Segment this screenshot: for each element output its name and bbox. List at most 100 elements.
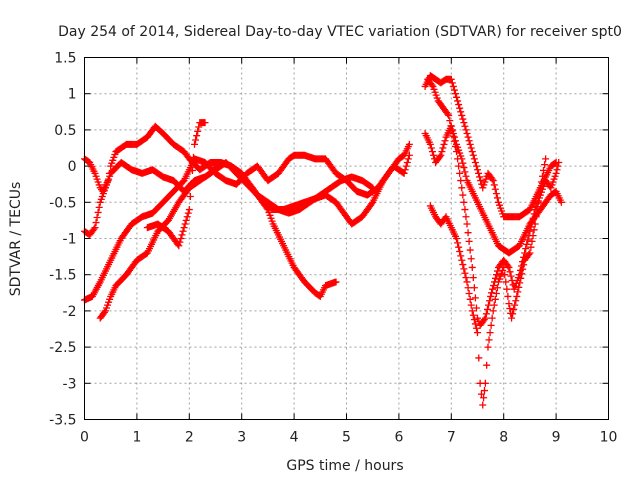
x-tick-label: 0	[80, 430, 89, 446]
data-point	[507, 272, 515, 280]
data-point	[441, 137, 449, 145]
data-point	[501, 271, 509, 279]
data-point	[405, 151, 413, 159]
data-point	[180, 224, 188, 232]
data-point	[526, 249, 534, 257]
data-point	[533, 206, 541, 214]
data-point	[455, 101, 463, 109]
data-point	[457, 108, 465, 116]
data-point	[509, 310, 517, 318]
data-point	[492, 190, 500, 198]
data-point	[506, 268, 514, 276]
data-point	[527, 243, 535, 251]
data-point	[519, 265, 527, 273]
data-point	[488, 175, 496, 183]
data-point	[462, 213, 470, 221]
data-point	[542, 155, 550, 163]
data-point	[463, 130, 471, 138]
data-point	[484, 343, 492, 351]
data-point	[459, 115, 467, 123]
data-point	[468, 148, 476, 156]
data-point	[458, 111, 466, 119]
x-tick-label: 9	[552, 430, 561, 446]
data-point	[191, 140, 199, 148]
y-tick-label: 1.5	[54, 51, 76, 67]
data-point	[464, 229, 472, 237]
y-tick-label: -1	[63, 232, 77, 248]
data-point	[468, 307, 476, 315]
data-point	[438, 148, 446, 156]
data-point	[404, 155, 412, 163]
data-point	[368, 183, 376, 191]
data-point	[369, 184, 377, 192]
data-point	[458, 256, 466, 264]
data-point	[463, 278, 471, 286]
data-point	[541, 161, 549, 169]
data-point	[518, 270, 526, 278]
data-point	[516, 279, 524, 287]
data-point	[436, 153, 444, 161]
tick-labels: 1.510.50-0.5-1-1.5-2-2.5-3-3.50 1 2 3 4 5 6 7 8 9…	[49, 51, 617, 446]
data-point	[460, 265, 468, 273]
data-point	[480, 316, 488, 324]
series-track-8	[426, 155, 550, 409]
data-point	[534, 198, 542, 206]
series-track-5	[143, 119, 209, 250]
data-point	[488, 314, 496, 322]
data-point	[557, 198, 565, 206]
data-point	[184, 209, 192, 217]
data-point	[515, 283, 523, 291]
x-tick-label: 7	[447, 430, 456, 446]
data-point	[470, 284, 478, 292]
data-point	[440, 140, 448, 148]
data-point	[457, 177, 465, 185]
data-point	[451, 142, 459, 150]
y-tick-label: 1	[68, 87, 77, 103]
data-point	[100, 308, 108, 316]
data-point	[466, 295, 474, 303]
data-point	[447, 75, 455, 83]
data-point	[480, 387, 488, 395]
data-point	[182, 216, 190, 224]
y-tick-label: -3.5	[49, 413, 76, 429]
data-point	[493, 194, 501, 202]
data-point	[460, 119, 468, 127]
data-point	[504, 262, 512, 270]
y-tick-label: -0.5	[49, 195, 76, 211]
x-tick-label: 6	[394, 430, 403, 446]
x-tick-label: 1	[132, 430, 141, 446]
data-point	[486, 329, 494, 337]
x-axis-label: GPS time / hours	[286, 458, 403, 474]
data-point	[93, 214, 101, 222]
data-point	[454, 239, 462, 247]
data-point	[530, 226, 538, 234]
data-point	[456, 169, 464, 177]
data-point	[490, 181, 498, 189]
data-point	[500, 263, 508, 271]
data-point	[461, 269, 469, 277]
x-tick-label: 5	[342, 430, 351, 446]
data-point	[503, 285, 511, 293]
chart-title: Day 254 of 2014, Sidereal Day-to-day VTE…	[58, 24, 622, 40]
data-point	[470, 316, 478, 324]
data-point	[466, 246, 474, 254]
data-point	[464, 133, 472, 141]
data-point	[448, 79, 456, 87]
data-point	[403, 158, 411, 166]
data-point	[465, 237, 473, 245]
data-point	[553, 166, 561, 174]
series-track-7	[424, 75, 563, 329]
x-tick-label: 10	[600, 430, 618, 446]
data-point	[467, 144, 475, 152]
data-point	[504, 292, 512, 300]
data-point	[459, 159, 467, 167]
data-point	[469, 274, 477, 282]
data-point	[187, 179, 195, 187]
data-point	[439, 144, 447, 152]
data-point	[429, 151, 437, 159]
data-point	[448, 127, 456, 135]
data-point	[453, 93, 461, 101]
data-point	[512, 297, 520, 305]
data-point	[454, 97, 462, 105]
data-point	[520, 261, 528, 269]
